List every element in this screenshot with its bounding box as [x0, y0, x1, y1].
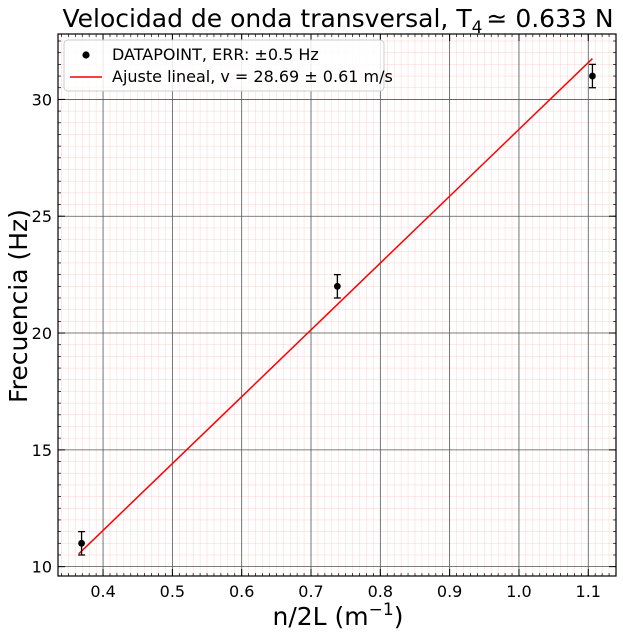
x-tick-label: 0.6: [229, 582, 254, 601]
y-tick-label: 30: [32, 90, 52, 109]
y-tick-label: 20: [32, 324, 52, 343]
chart-title: Velocidad de onda transversal, T4 ≃ 0.633…: [62, 4, 613, 38]
x-tick-labels: 0.4 0.5 0.6 0.7 0.8 0.9 1.0 1.1: [90, 582, 601, 601]
legend: DATAPOINT, ERR: ±0.5 Hz Ajuste lineal, v…: [63, 39, 393, 92]
y-axis-label: Frecuencia (Hz): [4, 209, 33, 403]
data-point: [78, 539, 85, 547]
x-axis-label: n/2L (m−1): [273, 600, 404, 631]
legend-label-datapoint: DATAPOINT, ERR: ±0.5 Hz: [112, 45, 319, 64]
y-tick-label: 25: [32, 207, 52, 226]
series-layer: [78, 57, 596, 556]
x-tick-label: 0.8: [368, 582, 393, 601]
legend-marker-datapoint: [82, 51, 90, 59]
x-tick-label: 0.9: [437, 582, 462, 601]
x-tick-label: 1.0: [506, 582, 531, 601]
x-tick-label: 0.7: [298, 582, 323, 601]
major-grid: [58, 34, 616, 576]
data-point: [333, 282, 341, 290]
y-tick-label: 15: [32, 441, 52, 460]
fit-line: [78, 57, 593, 555]
x-tick-label: 0.5: [160, 582, 185, 601]
y-tick-labels: 10 15 20 25 30: [32, 90, 52, 576]
data-point: [589, 72, 596, 80]
legend-box: [63, 39, 385, 92]
x-tick-label: 0.4: [90, 582, 115, 601]
y-tick-label: 10: [32, 558, 52, 577]
x-tick-label: 1.1: [576, 582, 601, 601]
legend-label-fit: Ajuste lineal, v = 28.69 ± 0.61 m/s: [112, 67, 393, 86]
plot-frame: [57, 33, 617, 577]
